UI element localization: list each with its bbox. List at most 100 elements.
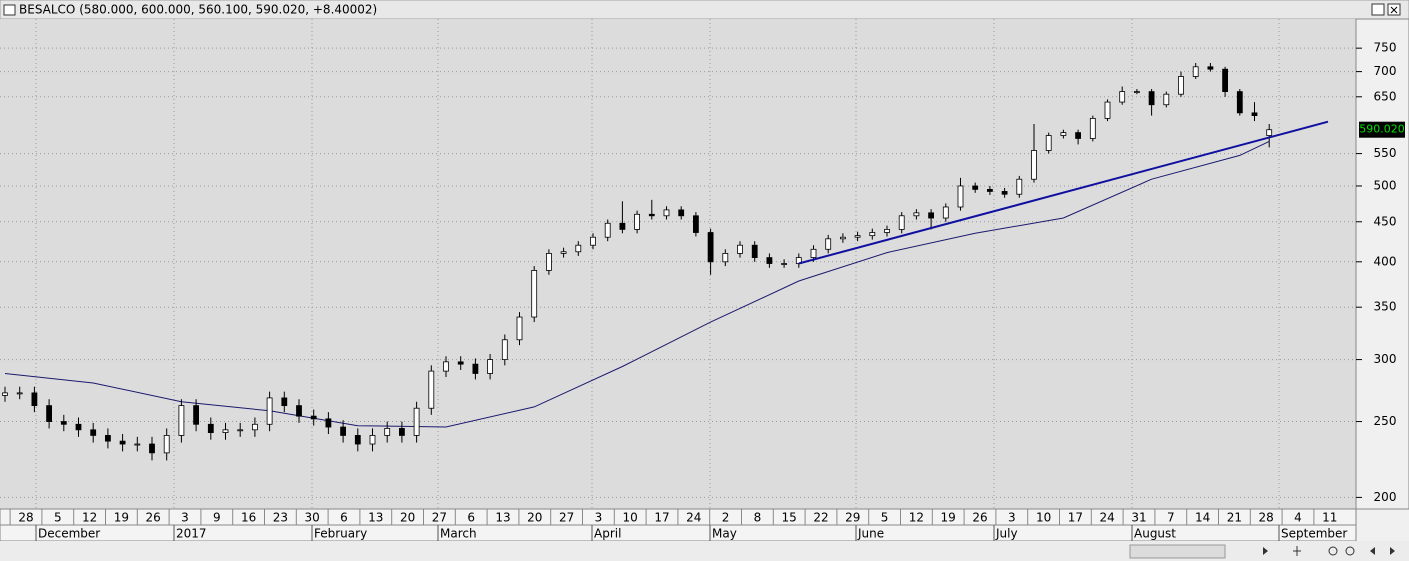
candle-body — [281, 397, 288, 407]
zoom-in[interactable] — [1345, 546, 1355, 556]
x-tick-label: 17 — [654, 511, 669, 525]
candle-body — [972, 185, 979, 190]
month-label: February — [314, 527, 367, 541]
y-tick-label: 400 — [1374, 254, 1397, 268]
candle-body — [119, 440, 126, 445]
x-tick-label: 24 — [1100, 511, 1115, 525]
candle-body — [766, 257, 773, 264]
candle-body — [75, 423, 82, 431]
window-icon[interactable] — [3, 4, 16, 16]
candle-body — [1089, 117, 1096, 139]
x-tick-label: 6 — [467, 511, 475, 525]
candle-body — [501, 339, 508, 360]
candle-body — [854, 235, 861, 238]
y-tick-label: 350 — [1374, 300, 1397, 314]
next-button[interactable] — [1390, 547, 1395, 555]
x-tick-label: 4 — [1294, 511, 1302, 525]
candle-body — [2, 392, 8, 396]
candle-body — [472, 363, 479, 374]
x-tick-label: 16 — [241, 511, 256, 525]
month-label: August — [1134, 527, 1176, 541]
scroll-right[interactable] — [1263, 547, 1268, 555]
month-label: July — [995, 527, 1018, 541]
x-tick-label: 7 — [1167, 511, 1175, 525]
x-tick-label: 19 — [114, 511, 129, 525]
candle-body — [296, 405, 302, 417]
x-tick-label: 20 — [400, 511, 415, 525]
x-tick-label: 2 — [722, 511, 730, 525]
x-tick-label: 11 — [1322, 511, 1337, 525]
x-tick-label: 22 — [813, 511, 828, 525]
pan-button[interactable] — [1293, 546, 1301, 556]
scroll-row — [0, 541, 1409, 561]
candle-body — [413, 407, 420, 436]
candle-body — [531, 270, 538, 318]
x-tick-label: 13 — [495, 511, 510, 525]
candle-body — [149, 443, 155, 454]
moving-average — [4, 140, 1270, 428]
candle-body — [1148, 91, 1155, 106]
x-tick-label: 14 — [1195, 511, 1210, 525]
month-label: April — [594, 527, 621, 541]
candle-body — [781, 263, 787, 265]
trendline — [798, 120, 1329, 265]
close-icon — [1390, 6, 1398, 14]
candle-body — [634, 213, 640, 230]
candle-body — [178, 405, 185, 436]
candle-body — [193, 405, 200, 425]
candle-body — [1031, 150, 1037, 180]
x-tick-label: 9 — [213, 511, 221, 525]
candle-body — [1075, 132, 1081, 139]
candle-body — [942, 206, 949, 219]
month-label: September — [1281, 527, 1347, 541]
candle-body — [810, 248, 817, 258]
month-label: March — [440, 527, 477, 541]
candle-body — [1192, 66, 1199, 77]
x-tick-label: 3 — [1008, 511, 1016, 525]
candle-body — [251, 423, 258, 431]
candle-body — [1134, 91, 1140, 94]
candle-body — [1266, 129, 1273, 136]
candle-body — [134, 443, 141, 446]
month-label: December — [38, 527, 100, 541]
nav-buttons — [1263, 546, 1395, 556]
x-tick-label: 12 — [82, 511, 97, 525]
prev-button[interactable] — [1370, 547, 1375, 555]
candle-body — [707, 232, 714, 263]
candle-body — [1207, 66, 1214, 70]
candle-body — [840, 236, 846, 240]
candle-body — [16, 392, 23, 395]
x-tick-label: 5 — [881, 511, 889, 525]
candle-body — [428, 370, 435, 409]
x-tick-label: 6 — [340, 511, 348, 525]
x-tick-label: 28 — [18, 511, 33, 525]
candle-body — [1001, 191, 1008, 195]
x-tick-label: 20 — [527, 511, 542, 525]
x-tick-label: 23 — [273, 511, 288, 525]
candle-body — [1236, 91, 1243, 114]
x-tick-label: 5 — [54, 511, 62, 525]
candle-body — [384, 428, 391, 436]
candle-body — [1045, 135, 1052, 151]
month-label: May — [712, 527, 737, 541]
y-tick-label: 450 — [1374, 214, 1397, 228]
maximize-button[interactable] — [1371, 3, 1385, 16]
candle-body — [737, 244, 743, 254]
candle-body — [619, 222, 626, 230]
candle-body — [163, 435, 170, 454]
candle-body — [1060, 132, 1067, 136]
candle-body — [237, 429, 244, 432]
candle-body — [604, 222, 611, 238]
candle-body — [207, 423, 214, 434]
x-tick-label: 21 — [1227, 511, 1242, 525]
y-tick-label: 750 — [1374, 41, 1397, 55]
scrollbar-thumb[interactable] — [1129, 544, 1226, 559]
candle-body — [663, 209, 670, 217]
candle-body — [310, 415, 317, 420]
x-tick-label: 30 — [305, 511, 320, 525]
candle-body — [648, 213, 655, 217]
x-tick-label: 10 — [1036, 511, 1051, 525]
candle-body — [678, 209, 685, 217]
zoom-out[interactable] — [1328, 546, 1338, 556]
plot-layer — [0, 19, 1356, 509]
